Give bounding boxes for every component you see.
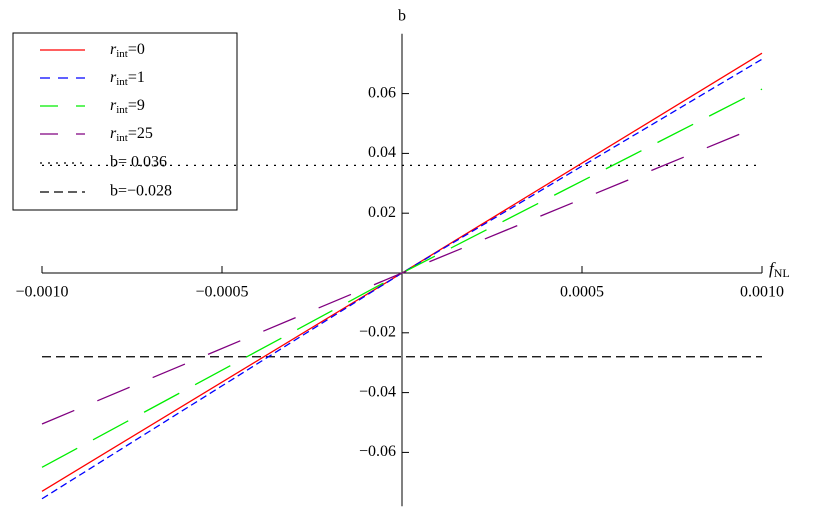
series-line	[41, 124, 763, 425]
legend-label: b=−0.028	[110, 183, 172, 200]
y-tick-label: 0.06	[368, 84, 396, 101]
y-tick-label: 0.02	[368, 204, 396, 221]
legend-rest: =1	[128, 69, 145, 86]
legend-label: rint=1	[110, 69, 145, 88]
legend-rest: =9	[128, 97, 145, 114]
legend-symbol: r	[110, 97, 117, 114]
legend-symbol: r	[110, 125, 117, 142]
legend-label: rint=0	[110, 41, 145, 60]
legend-label: b= 0.036	[110, 154, 167, 171]
legend-symbol: r	[110, 69, 117, 86]
y-tick-label: −0.02	[359, 323, 396, 340]
legend-subscript: int	[116, 76, 128, 88]
x-tick-label: 0.0005	[560, 284, 604, 301]
x-tick-label: −0.0010	[15, 284, 68, 301]
legend-rest: =25	[128, 125, 153, 142]
legend-label: rint=25	[110, 125, 153, 144]
legend-subscript: int	[116, 48, 128, 60]
y-tick-label: −0.06	[359, 443, 396, 460]
legend-rest: =0	[128, 41, 145, 58]
legend-symbol: r	[110, 41, 117, 58]
legend-label: rint=9	[110, 97, 145, 116]
x-label-main: f	[769, 259, 776, 278]
x-axis-label: fNL	[769, 259, 790, 280]
x-tick-label: 0.0010	[740, 284, 784, 301]
x-tick-label: −0.0005	[195, 284, 248, 301]
legend-box	[12, 32, 238, 211]
y-tick-label: −0.04	[359, 383, 396, 400]
legend-subscript: int	[116, 132, 128, 144]
y-axis-label: b	[398, 8, 406, 25]
x-label-sub: NL	[774, 266, 790, 280]
y-tick-label: 0.04	[368, 144, 396, 161]
legend-subscript: int	[116, 104, 128, 116]
